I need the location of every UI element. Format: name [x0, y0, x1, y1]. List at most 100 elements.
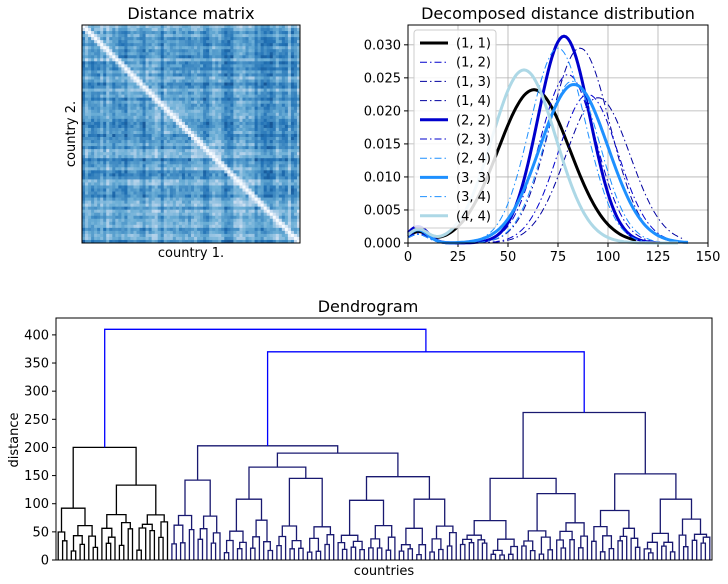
heatmap-cell	[139, 140, 143, 144]
heatmap-cell	[94, 58, 98, 62]
heatmap-cell	[97, 176, 101, 180]
heatmap-cell	[88, 155, 92, 159]
heatmap-cell	[106, 121, 110, 126]
heatmap-cell	[157, 224, 162, 229]
heatmap-cell	[290, 218, 295, 223]
heatmap-cell	[212, 143, 216, 147]
heatmap-cell	[251, 100, 255, 105]
heatmap-cell	[151, 31, 156, 35]
heatmap-cell	[115, 103, 119, 108]
heatmap-cell	[209, 91, 213, 96]
heatmap-cell	[91, 100, 95, 105]
heatmap-cell	[148, 233, 153, 238]
heatmap-cell	[133, 167, 137, 171]
heatmap-cell	[266, 127, 271, 132]
heatmap-cell	[106, 179, 110, 183]
heatmap-cell	[172, 182, 177, 186]
heatmap-cell	[236, 221, 240, 226]
heatmap-cell	[100, 197, 104, 202]
heatmap-cell	[160, 94, 165, 99]
heatmap-cell	[160, 218, 165, 223]
heatmap-cell	[118, 191, 122, 195]
heatmap-cell	[284, 209, 289, 214]
heatmap-cell	[91, 64, 95, 68]
heatmap-cell	[290, 161, 295, 165]
heatmap-cell	[118, 170, 122, 174]
heatmap-cell	[82, 152, 86, 156]
heatmap-cell	[221, 118, 225, 123]
heatmap-cell	[142, 118, 146, 123]
heatmap-cell	[296, 49, 301, 53]
heatmap-cell	[127, 34, 131, 38]
heatmap-cell	[160, 118, 165, 123]
heatmap-cell	[248, 64, 252, 68]
heatmap-cell	[112, 61, 116, 65]
heatmap-cell	[124, 55, 128, 59]
heatmap-cell	[121, 67, 125, 71]
heatmap-cell	[109, 49, 113, 53]
heatmap-cell	[284, 149, 289, 153]
heatmap-cell	[175, 88, 180, 93]
heatmap-cell	[251, 149, 255, 153]
heatmap-cell	[130, 64, 134, 68]
heatmap-cell	[284, 206, 289, 211]
heatmap-cell	[136, 46, 140, 50]
heatmap-cell	[212, 61, 216, 65]
heatmap-cell	[209, 149, 213, 153]
heatmap-cell	[127, 106, 131, 111]
heatmap-cell	[212, 76, 216, 80]
heatmap-cell	[194, 70, 198, 74]
heatmap-cell	[251, 127, 255, 132]
heatmap-cell	[200, 121, 204, 126]
heatmap-cell	[293, 76, 298, 80]
heatmap-cell	[296, 91, 301, 96]
heatmap-cell	[287, 31, 292, 35]
heatmap-cell	[263, 58, 268, 62]
heatmap-cell	[85, 230, 89, 235]
heatmap-cell	[145, 209, 150, 214]
heatmap-cell	[260, 212, 265, 217]
heatmap-cell	[224, 167, 228, 171]
heatmap-cell	[284, 58, 289, 62]
heatmap-cell	[224, 155, 228, 159]
heatmap-cell	[284, 43, 289, 47]
heatmap-cell	[278, 46, 283, 50]
heatmap-cell	[212, 179, 216, 183]
heatmap-cell	[263, 91, 268, 96]
heatmap-cell	[109, 173, 113, 177]
heatmap-cell	[293, 161, 298, 165]
heatmap-cell	[257, 200, 262, 205]
heatmap-cell	[251, 82, 255, 86]
heatmap-cell	[118, 55, 122, 59]
heatmap-cell	[272, 106, 277, 111]
heatmap-cell	[206, 82, 210, 86]
heatmap-cell	[187, 109, 192, 114]
heatmap-cell	[133, 230, 137, 235]
heatmap-cell	[154, 218, 159, 223]
heatmap-cell	[242, 167, 246, 171]
heatmap-cell	[142, 67, 146, 71]
heatmap-cell	[157, 146, 162, 150]
heatmap-cell	[245, 40, 249, 44]
heatmap-cell	[130, 167, 134, 171]
heatmap-cell	[154, 85, 159, 89]
heatmap-cell	[163, 140, 168, 144]
heatmap-cell	[166, 115, 171, 120]
heatmap-cell	[160, 182, 165, 186]
heatmap-cell	[230, 109, 234, 114]
heatmap-cell	[290, 143, 295, 147]
heatmap-cell	[163, 34, 168, 38]
heatmap-cell	[142, 200, 146, 205]
heatmap-cell	[127, 121, 131, 126]
heatmap-cell	[109, 64, 113, 68]
heatmap-cell	[215, 121, 219, 126]
heatmap-cell	[197, 76, 201, 80]
heatmap-cell	[278, 130, 283, 135]
heatmap-cell	[287, 137, 292, 141]
heatmap-cell	[272, 221, 277, 226]
heatmap-cell	[251, 73, 255, 77]
heatmap-cell	[296, 85, 301, 89]
heatmap-cell	[154, 206, 159, 211]
heatmap-cell	[266, 34, 271, 38]
heatmap-cell	[227, 200, 231, 205]
